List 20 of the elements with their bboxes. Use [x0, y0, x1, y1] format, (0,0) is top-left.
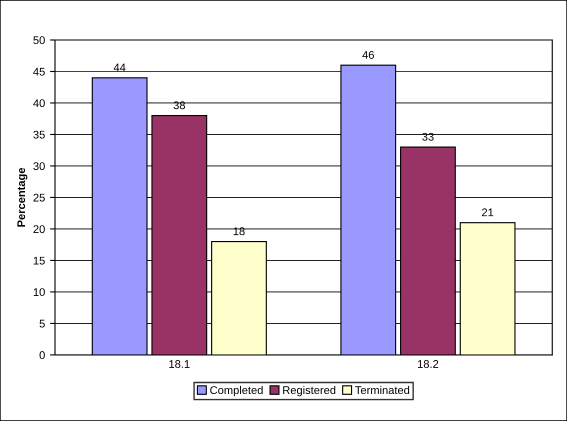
data-label: 46 — [362, 50, 374, 59]
y-tick-label: 10 — [34, 288, 45, 296]
data-label: 21 — [482, 208, 494, 216]
y-tick-label: 20 — [33, 225, 45, 234]
y-axis-title: Percentage — [17, 168, 28, 227]
y-tick-label: 45 — [33, 68, 45, 76]
x-tick-label: 18.1 — [169, 360, 190, 368]
y-tick-label: 15 — [34, 256, 45, 265]
y-tick-label: 30 — [33, 162, 45, 170]
y-tick-label: 5 — [40, 320, 45, 328]
legend-label: Completed — [210, 386, 263, 396]
y-tick-label: 35 — [33, 130, 45, 139]
legend-label: Terminated — [355, 386, 410, 394]
x-tick-label: 18.2 — [418, 360, 438, 368]
y-tick-label: 25 — [33, 194, 45, 202]
y-tick-label: 0 — [40, 351, 45, 360]
data-label: 44 — [114, 64, 126, 72]
legend-label: Registered — [283, 386, 336, 396]
y-tick-label: 50 — [33, 36, 45, 44]
y-tick-label: 40 — [33, 99, 45, 108]
